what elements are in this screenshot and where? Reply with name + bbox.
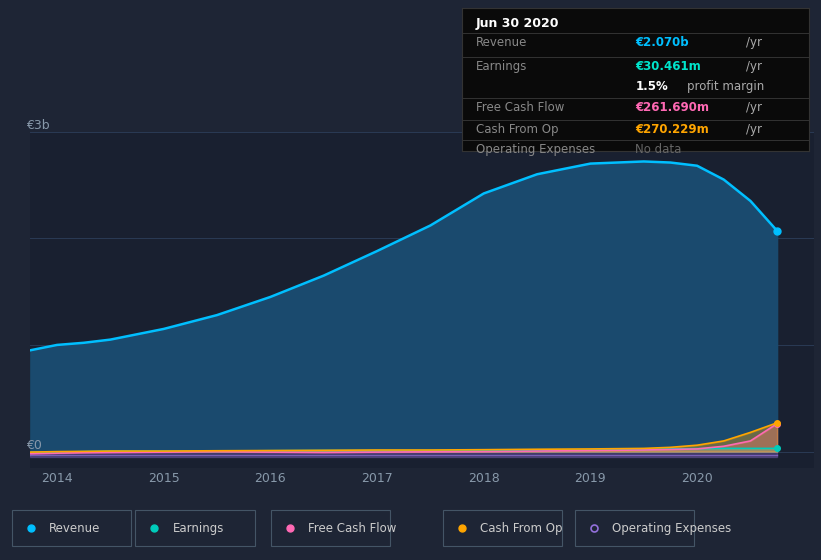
Text: €270.229m: €270.229m — [635, 123, 709, 136]
Text: €261.690m: €261.690m — [635, 101, 709, 114]
Text: Cash From Op: Cash From Op — [480, 521, 562, 535]
Text: Operating Expenses: Operating Expenses — [476, 143, 595, 156]
Text: Free Cash Flow: Free Cash Flow — [308, 521, 397, 535]
Text: 1.5%: 1.5% — [635, 80, 668, 93]
Text: Jun 30 2020: Jun 30 2020 — [476, 17, 560, 30]
Text: Revenue: Revenue — [49, 521, 101, 535]
Text: Earnings: Earnings — [172, 521, 224, 535]
Text: Earnings: Earnings — [476, 60, 527, 73]
Text: €3b: €3b — [26, 119, 50, 132]
Text: Revenue: Revenue — [476, 35, 527, 49]
Text: €30.461m: €30.461m — [635, 60, 701, 73]
Text: /yr: /yr — [746, 35, 763, 49]
Text: profit margin: profit margin — [687, 80, 764, 93]
Text: Cash From Op: Cash From Op — [476, 123, 558, 136]
Text: €2.070b: €2.070b — [635, 35, 689, 49]
Text: /yr: /yr — [746, 101, 763, 114]
Text: /yr: /yr — [746, 60, 763, 73]
Text: Operating Expenses: Operating Expenses — [612, 521, 731, 535]
Text: /yr: /yr — [746, 123, 763, 136]
Text: €0: €0 — [26, 438, 43, 451]
Text: No data: No data — [635, 143, 681, 156]
Text: Free Cash Flow: Free Cash Flow — [476, 101, 565, 114]
